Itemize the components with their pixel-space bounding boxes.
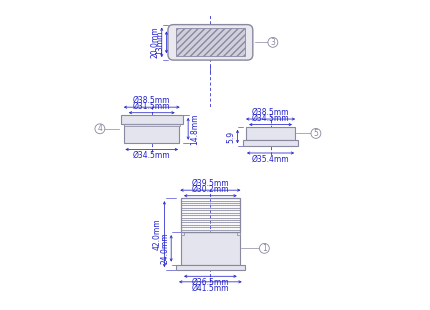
Text: 5: 5 — [313, 129, 318, 138]
Text: Ø31.5mm: Ø31.5mm — [133, 102, 170, 111]
Bar — [176, 264, 245, 270]
Text: Ø30.2mm: Ø30.2mm — [192, 184, 229, 193]
Text: 1: 1 — [262, 244, 267, 253]
Bar — [237, 232, 240, 235]
Bar — [124, 124, 180, 126]
Text: Ø39.5mm: Ø39.5mm — [191, 179, 229, 188]
Text: Ø38.5mm: Ø38.5mm — [133, 96, 170, 105]
Text: Ø34.5mm: Ø34.5mm — [133, 151, 171, 160]
Text: 24.0mm: 24.0mm — [160, 232, 169, 264]
Text: Ø34.5mm: Ø34.5mm — [252, 113, 289, 122]
Bar — [175, 29, 245, 56]
Bar — [246, 127, 295, 140]
Text: Ø38.5mm: Ø38.5mm — [252, 108, 289, 117]
Circle shape — [259, 243, 269, 253]
Circle shape — [95, 124, 105, 134]
Text: 42.0mm: 42.0mm — [153, 218, 162, 250]
Circle shape — [311, 128, 321, 138]
Text: 20.0mm: 20.0mm — [150, 27, 160, 58]
Text: 13mm: 13mm — [156, 30, 165, 55]
Bar — [181, 198, 240, 232]
Text: Ø41.5mm: Ø41.5mm — [192, 284, 229, 293]
Text: 5.9: 5.9 — [227, 131, 236, 143]
Bar — [121, 115, 183, 124]
Bar — [243, 140, 298, 146]
Text: 4: 4 — [98, 124, 102, 133]
Bar — [124, 124, 179, 143]
Bar — [181, 232, 184, 235]
Text: Ø35.4mm: Ø35.4mm — [252, 155, 289, 164]
Text: Ø36.5mm: Ø36.5mm — [191, 278, 229, 287]
Text: 3: 3 — [270, 38, 275, 47]
Bar — [181, 232, 240, 264]
FancyBboxPatch shape — [168, 24, 253, 60]
Circle shape — [268, 38, 278, 47]
Text: 14.8mm: 14.8mm — [190, 113, 199, 144]
